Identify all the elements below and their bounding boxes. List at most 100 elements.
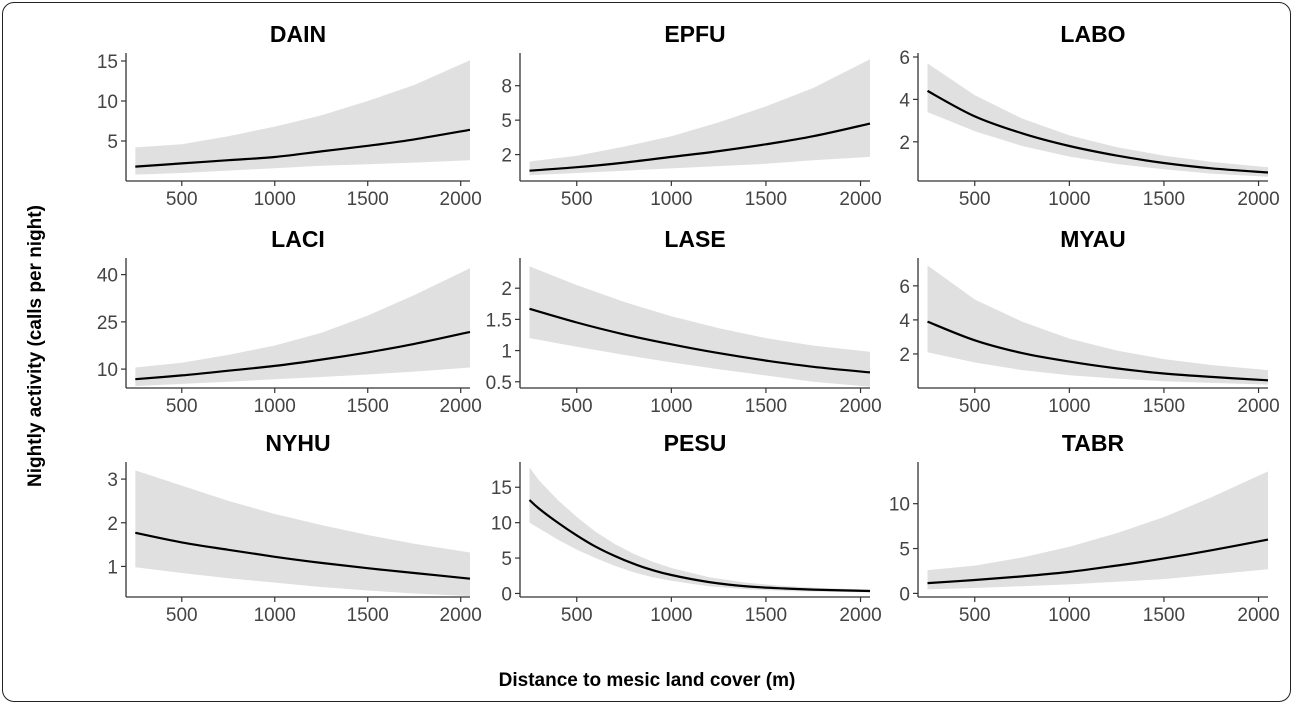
y-tick-label: 6 [899,277,910,298]
x-tick-label: 1000 [1048,396,1090,417]
panel-title-laci: LACI [271,226,325,252]
panel-tabr: TABR 0 5 10 500 1000 1500 2000 [889,430,1280,626]
x-tick-label: 1000 [650,189,692,210]
x-tick-label: 1000 [1048,605,1090,626]
panel-title-pesu: PESU [664,430,727,456]
confidence-ribbon-nyhu [135,470,471,597]
y-tick-label: 5 [107,132,118,153]
fitted-line-lase [529,307,871,374]
confidence-ribbon-lase [529,266,870,387]
fitted-line-nyhu [135,531,471,580]
x-tick-label: 2000 [839,396,881,417]
fitted-line-laci [135,330,471,381]
fitted-line-epfu [529,122,871,172]
y-tick-label: 25 [97,313,118,334]
x-tick-label: 2000 [839,189,881,210]
x-tick-label: 500 [561,189,593,210]
x-tick-label: 1500 [347,189,389,210]
x-tick-label: 500 [959,605,991,626]
x-tick-label: 1000 [650,396,692,417]
x-tick-label: 1500 [347,396,389,417]
y-tick-label: 3 [107,470,118,491]
y-tick-label: 2 [501,279,512,300]
confidence-ribbon-pesu [529,467,870,593]
panel-pesu: PESU 0 5 10 15 500 1000 1500 2000 [491,430,882,626]
y-tick-label: 10 [97,92,118,113]
x-tick-label: 1000 [254,189,296,210]
x-tick-label: 2000 [440,189,482,210]
y-tick-label: 15 [97,52,118,73]
confidence-ribbon-myau [927,265,1268,385]
y-tick-label: 10 [97,360,118,381]
panel-title-nyhu: NYHU [265,430,330,456]
y-tick-label: 2 [899,133,910,154]
y-tick-label: 5 [899,540,910,561]
x-tick-label: 2000 [1237,189,1279,210]
panel-title-dain: DAIN [270,21,326,47]
y-tick-label: 2 [899,345,910,366]
fitted-line-dain [135,128,471,168]
y-axis-label: Nightly activity (calls per night) [25,205,46,487]
y-tick-label: 15 [491,478,512,499]
x-tick-label: 1500 [745,605,787,626]
panel-title-myau: MYAU [1060,226,1126,252]
confidence-ribbon-labo [927,63,1268,177]
x-tick-label: 500 [959,189,991,210]
y-tick-label: 4 [899,90,910,111]
y-tick-label: 40 [97,266,118,287]
x-tick-label: 500 [959,396,991,417]
y-tick-label: 1 [107,557,118,578]
confidence-ribbon-epfu [529,59,870,176]
x-tick-label: 500 [166,189,198,210]
y-tick-label: 0 [899,584,910,605]
y-tick-label: 2 [501,146,512,167]
x-tick-label: 1000 [254,605,296,626]
panel-title-epfu: EPFU [664,21,725,47]
y-tick-label: 10 [889,495,910,516]
x-tick-label: 500 [561,605,593,626]
x-tick-label: 2000 [440,605,482,626]
panel-labo: LABO 2 4 6 500 1000 1500 2000 [899,21,1279,210]
confidence-ribbon-laci [135,268,471,387]
confidence-ribbon-tabr [927,471,1268,590]
x-tick-label: 2000 [1237,605,1279,626]
y-tick-label: 10 [491,514,512,535]
x-tick-label: 500 [166,605,198,626]
fitted-line-pesu [528,499,871,593]
panel-epfu: EPFU 2 5 8 500 1000 1500 2000 [501,21,881,210]
x-tick-label: 1000 [1048,189,1090,210]
x-tick-label: 500 [166,396,198,417]
x-tick-label: 2000 [839,605,881,626]
x-tick-label: 1000 [650,605,692,626]
panel-nyhu: NYHU 1 2 3 500 1000 1500 2000 [107,430,481,626]
fitted-line-tabr [927,538,1269,585]
y-tick-label: 1.5 [486,310,512,331]
x-tick-label: 1500 [745,396,787,417]
y-tick-label: 8 [501,77,512,98]
y-tick-label: 0 [501,584,512,605]
y-tick-label: 2 [107,514,118,535]
y-tick-label: 6 [899,48,910,69]
x-tick-label: 1500 [745,189,787,210]
fitted-line-labo [926,89,1269,174]
x-tick-label: 1500 [1143,189,1185,210]
x-axis-label: Distance to mesic land cover (m) [499,670,796,691]
panel-myau: MYAU 2 4 6 500 1000 1500 2000 [899,226,1279,417]
x-tick-label: 1000 [254,396,296,417]
confidence-ribbon-dain [135,60,471,175]
fitted-line-myau [927,320,1269,382]
x-tick-label: 1500 [347,605,389,626]
y-tick-label: 4 [899,311,910,332]
y-tick-label: 5 [501,111,512,132]
panel-title-lase: LASE [664,226,725,252]
panel-lase: LASE 0.5 1 1.5 2 500 1000 1500 2000 [486,226,882,417]
panel-dain: DAIN 5 10 15 500 1000 1500 2000 [97,21,482,210]
x-tick-label: 1500 [1143,396,1185,417]
y-tick-label: 1 [501,342,512,363]
panel-laci: LACI 10 25 40 500 1000 1500 2000 [97,226,482,417]
x-tick-label: 2000 [440,396,482,417]
x-tick-label: 2000 [1237,396,1279,417]
y-tick-label: 0.5 [486,373,512,394]
